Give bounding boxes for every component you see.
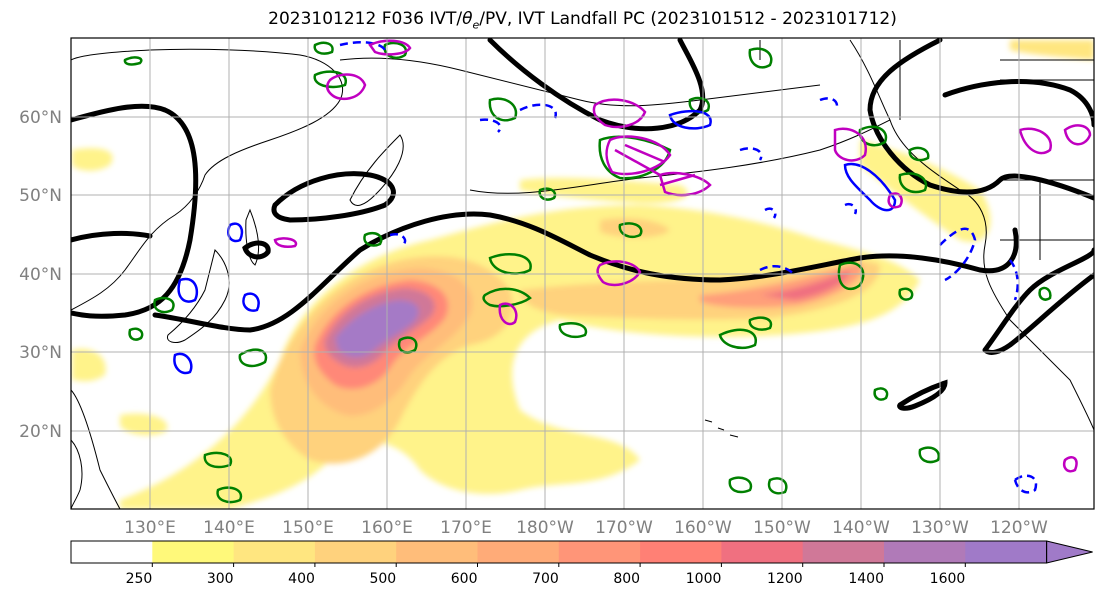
colorbar-segment xyxy=(477,541,560,563)
colorbar-segment xyxy=(802,541,885,563)
lon-label: 160°W xyxy=(674,518,732,538)
colorbar-segment xyxy=(558,541,641,563)
lon-label: 150°E xyxy=(282,518,334,538)
colorbar-tick-label: 1400 xyxy=(848,571,884,587)
theta-e-contours xyxy=(71,38,1094,411)
colorbar-segment xyxy=(965,541,1048,563)
colorbar-segment xyxy=(152,541,235,563)
colorbar-extend-arrow xyxy=(1046,540,1093,564)
colorbar-segment xyxy=(314,541,397,563)
colorbar-tick-label: 250 xyxy=(126,571,153,587)
colorbar-tick-label: 1000 xyxy=(686,571,722,587)
lat-label: 40°N xyxy=(19,265,62,285)
colorbar-tick-label: 600 xyxy=(451,571,478,587)
lon-label: 160°E xyxy=(361,518,413,538)
colorbar-segment xyxy=(71,541,153,563)
colorbar-tick-label: 300 xyxy=(207,571,234,587)
colorbar: 250 300 400 500 600 700 800 1000 1200 1400 1600 xyxy=(70,540,1093,587)
lon-label: 140°W xyxy=(832,518,890,538)
map-title: 2023101212 F036 IVT/θe/PV, IVT Landfall … xyxy=(268,9,897,32)
ivt-shading xyxy=(72,40,1094,509)
lat-label: 50°N xyxy=(19,186,62,206)
colorbar-segment xyxy=(396,541,478,563)
latitude-labels: 20°N 30°N 40°N 50°N 60°N xyxy=(19,108,62,442)
lon-label: 150°W xyxy=(753,518,811,538)
colorbar-tick-label: 700 xyxy=(532,571,559,587)
lat-label: 30°N xyxy=(19,343,62,363)
colorbar-tick-label: 400 xyxy=(288,571,315,587)
pv-contours-positive xyxy=(123,41,1052,504)
lon-label: 130°E xyxy=(124,518,176,538)
colorbar-segment xyxy=(233,541,316,563)
lat-label: 20°N xyxy=(19,422,62,442)
lon-label: 170°W xyxy=(595,518,653,538)
longitude-labels: 130°E 140°E 150°E 160°E 170°E 180°W 170°… xyxy=(124,518,1048,538)
map-frame xyxy=(70,37,1095,510)
lon-label: 170°E xyxy=(440,518,492,538)
lon-label: 130°W xyxy=(911,518,969,538)
colorbar-tick-label: 500 xyxy=(369,571,396,587)
gridlines xyxy=(71,38,1094,509)
colorbar-tick-label: 1200 xyxy=(767,571,803,587)
lon-label: 120°W xyxy=(990,518,1048,538)
lon-label: 180°W xyxy=(516,518,574,538)
colorbar-segment xyxy=(884,541,966,563)
colorbar-segment xyxy=(640,541,722,563)
lat-label: 60°N xyxy=(19,108,62,128)
pv-contours-negative xyxy=(173,41,1038,494)
coastlines xyxy=(71,39,1094,509)
colorbar-tick-label: 800 xyxy=(613,571,640,587)
colorbar-segment xyxy=(721,541,804,563)
lon-label: 140°E xyxy=(203,518,255,538)
colorbar-tick-label: 1600 xyxy=(930,571,966,587)
